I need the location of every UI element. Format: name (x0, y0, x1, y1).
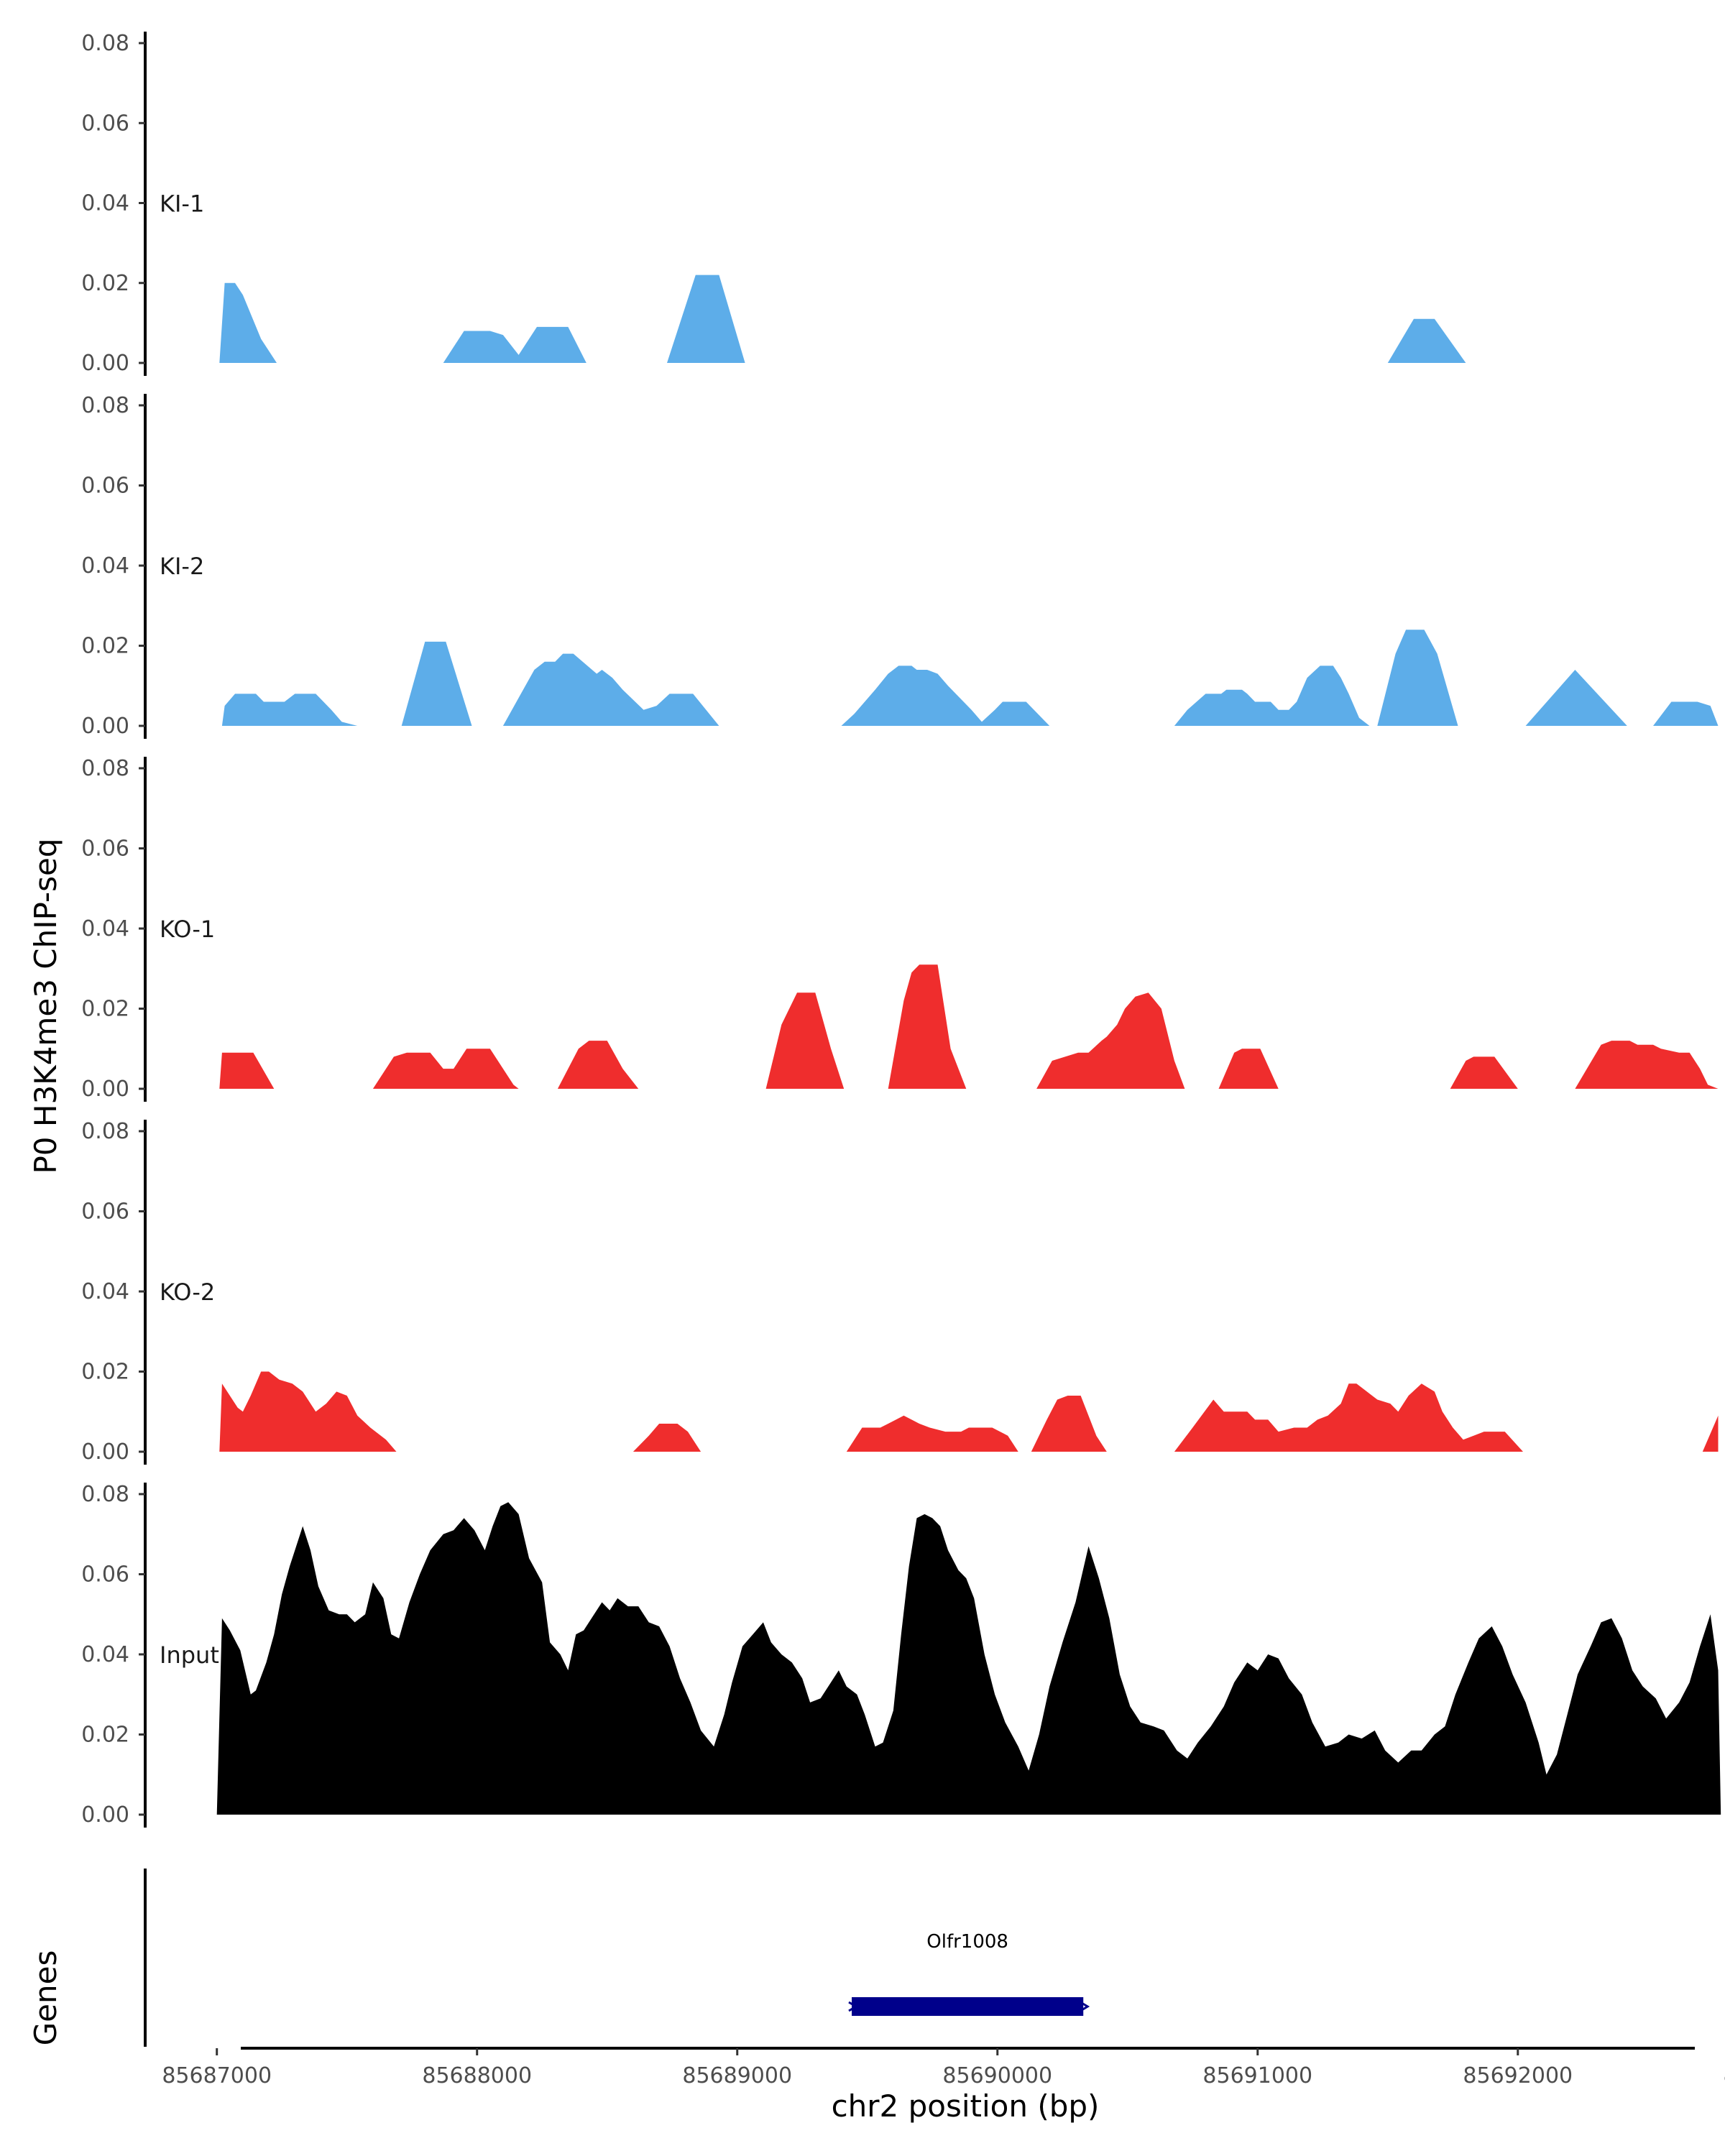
x-tick-label: 85693000 (1723, 2063, 1725, 2088)
y-tick-label: 0.02 (81, 997, 129, 1022)
y-tick-label: 0.00 (81, 714, 129, 739)
y-tick-label: 0.06 (81, 837, 129, 862)
genes-axis-title: Genes (28, 1950, 63, 2046)
x-axis: 85687000 85688000 85689000 85690000 85691000… (162, 2047, 1725, 2088)
y-tick-label: 0.04 (81, 553, 129, 579)
y-tick-label: 0.02 (81, 634, 129, 659)
track-ki-2: 0.00 0.02 0.04 0.06 0.08 KI-2 (81, 393, 1719, 739)
track-input: 0.00 0.02 0.04 0.06 0.08 Input (81, 1482, 1721, 1828)
x-tick-label: 85690000 (942, 2063, 1052, 2088)
x-tick-label: 85687000 (162, 2063, 272, 2088)
y-tick-label: 0.00 (81, 1077, 129, 1102)
x-tick-label: 85688000 (422, 2063, 532, 2088)
y-axis-title: P0 H3K4me3 ChIP-seq (28, 838, 63, 1174)
genes-panel: Olfr1008 (144, 1869, 1090, 2047)
y-tick-label: 0.04 (81, 1642, 129, 1667)
y-tick-label: 0.00 (81, 1802, 129, 1828)
y-tick-label: 0.08 (81, 1482, 129, 1507)
track-label: KO-2 (160, 1279, 215, 1306)
signal-area-ki-2 (221, 630, 1719, 726)
track-label: Input (160, 1641, 219, 1669)
track-ko-1: 0.00 0.02 0.04 0.06 0.08 KO-1 (81, 756, 1719, 1102)
y-tick-label: 0.08 (81, 31, 129, 56)
gene-body (852, 1997, 1084, 2016)
x-tick-label: 85689000 (682, 2063, 792, 2088)
y-tick-label: 0.08 (81, 1119, 129, 1144)
y-tick-label: 0.02 (81, 1360, 129, 1385)
track-label: KI-1 (160, 190, 204, 218)
track-ko-2: 0.00 0.02 0.04 0.06 0.08 KO-2 (81, 1119, 1719, 1465)
strand-arrow (1080, 2001, 1090, 2012)
y-tick-label: 0.06 (81, 1562, 129, 1588)
x-tick-label: 85692000 (1463, 2063, 1573, 2088)
y-tick-label: 0.08 (81, 756, 129, 781)
track-label: KI-2 (160, 553, 204, 580)
gene-olfr1008: Olfr1008 (848, 1931, 1090, 2016)
y-tick-label: 0.04 (81, 916, 129, 941)
y-tick-label: 0.00 (81, 351, 129, 376)
y-tick-label: 0.08 (81, 393, 129, 418)
x-tick-label: 85691000 (1202, 2063, 1312, 2088)
tracks-layer: 0.00 0.02 0.04 0.06 0.08 KI-1 0.00 0.02 0.04 0.06… (81, 31, 1721, 1828)
y-tick-label: 0.04 (81, 191, 129, 216)
signal-area-ko-2 (219, 1371, 1719, 1452)
track-label: KO-1 (160, 916, 215, 943)
y-tick-label: 0.06 (81, 111, 129, 136)
y-tick-label: 0.02 (81, 1723, 129, 1748)
signal-area-input (216, 1502, 1721, 1815)
y-tick-label: 0.04 (81, 1279, 129, 1304)
x-axis-title: chr2 position (bp) (832, 2088, 1100, 2124)
y-tick-label: 0.00 (81, 1439, 129, 1465)
track-ki-1: 0.00 0.02 0.04 0.06 0.08 KI-1 (81, 31, 1466, 376)
y-tick-label: 0.02 (81, 271, 129, 296)
signal-area-ki-1 (219, 275, 1466, 363)
gene-label: Olfr1008 (926, 1931, 1008, 1953)
signal-area-ko-1 (219, 964, 1719, 1089)
y-tick-label: 0.06 (81, 474, 129, 499)
strand-arrow (848, 2001, 858, 2012)
y-tick-label: 0.06 (81, 1199, 129, 1225)
